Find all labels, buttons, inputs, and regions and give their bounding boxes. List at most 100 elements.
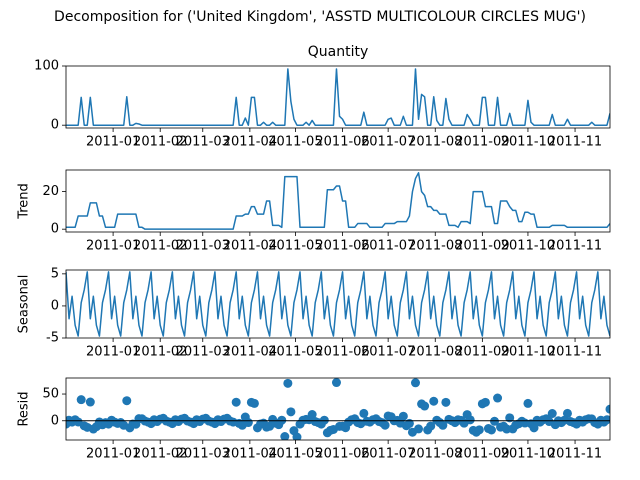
x-tick-label: 2011-08 xyxy=(408,135,462,150)
y-tick-label: 0 xyxy=(51,298,59,313)
resid-point xyxy=(438,420,448,430)
x-tick-label: 2011-05 xyxy=(268,135,322,150)
resid-point xyxy=(529,423,539,433)
plot-area xyxy=(66,271,610,337)
x-tick-label: 2011-06 xyxy=(315,447,369,462)
x-tick-label: 2011-02 xyxy=(133,239,187,254)
resid-point xyxy=(420,401,430,411)
x-tick-label: 2011-01 xyxy=(86,135,140,150)
x-tick-label: 2011-10 xyxy=(501,239,555,254)
axes-frame xyxy=(65,65,611,129)
resid-point xyxy=(480,397,490,407)
x-tick-label: 2011-09 xyxy=(455,447,509,462)
x-tick-label: 2011-09 xyxy=(455,239,509,254)
x-tick-label: 2011-08 xyxy=(408,239,462,254)
resid-point xyxy=(85,397,95,407)
resid-point xyxy=(441,397,451,407)
resid-point xyxy=(426,421,436,431)
y-tick-label: -5 xyxy=(46,331,59,346)
x-tick-label: 2011-11 xyxy=(548,135,602,150)
x-tick-label: 2011-05 xyxy=(268,345,322,360)
resid-point xyxy=(359,408,369,418)
x-tick-label: 2011-03 xyxy=(176,447,230,462)
x-tick-label: 2011-01 xyxy=(86,239,140,254)
resid-point xyxy=(292,432,302,440)
x-tick-label: 2011-02 xyxy=(133,345,187,360)
panel-title: Quantity xyxy=(308,44,369,60)
resid-point xyxy=(122,396,132,406)
x-tick-label: 2011-04 xyxy=(223,447,277,462)
x-tick-label: 2011-04 xyxy=(223,135,277,150)
resid-point xyxy=(547,409,557,419)
resid-point xyxy=(465,415,475,425)
resid-point xyxy=(286,407,296,417)
x-tick-label: 2011-06 xyxy=(315,135,369,150)
x-tick-label: 2011-02 xyxy=(133,447,187,462)
x-tick-label: 2011-11 xyxy=(548,447,602,462)
resid-point xyxy=(280,432,290,440)
y-tick-label: 5 xyxy=(51,266,59,281)
x-tick-label: 2011-11 xyxy=(548,239,602,254)
x-tick-label: 2011-03 xyxy=(176,135,230,150)
plot-area xyxy=(66,378,610,440)
x-tick-label: 2011-07 xyxy=(361,135,415,150)
resid-point xyxy=(505,413,515,423)
resid-point xyxy=(493,393,503,403)
x-tick-label: 2011-06 xyxy=(315,239,369,254)
x-tick-label: 2011-09 xyxy=(455,135,509,150)
x-tick-label: 2011-01 xyxy=(86,345,140,360)
x-tick-label: 2011-08 xyxy=(408,345,462,360)
resid-point xyxy=(380,420,390,430)
y-axis-label: Trend xyxy=(17,183,32,220)
x-tick-label: 2011-03 xyxy=(176,345,230,360)
x-tick-label: 2011-09 xyxy=(455,345,509,360)
x-tick-label: 2011-02 xyxy=(133,135,187,150)
x-tick-label: 2011-07 xyxy=(361,345,415,360)
axes-frame xyxy=(65,269,611,339)
x-tick-label: 2011-10 xyxy=(501,447,555,462)
axes-frame xyxy=(65,377,611,441)
x-tick-label: 2011-04 xyxy=(223,239,277,254)
resid-point xyxy=(277,415,287,425)
resid-point xyxy=(307,410,317,420)
axes-frame xyxy=(65,169,611,233)
x-tick-label: 2011-07 xyxy=(361,239,415,254)
resid-point xyxy=(76,395,86,405)
series-line xyxy=(66,271,610,337)
resid-point xyxy=(474,425,484,435)
resid-point xyxy=(231,397,241,407)
resid-point xyxy=(602,415,610,425)
x-tick-label: 2011-05 xyxy=(268,447,322,462)
y-axis-label: Seasonal xyxy=(17,275,32,334)
resid-point xyxy=(283,378,293,388)
plot-area xyxy=(66,68,610,126)
y-tick-label: 0 xyxy=(51,118,59,133)
resid-point xyxy=(410,378,420,388)
resid-point xyxy=(562,408,572,418)
y-axis-label: Resid xyxy=(17,391,32,426)
series-line xyxy=(66,172,610,230)
resid-point xyxy=(486,425,496,435)
y-tick-label: 0 xyxy=(51,222,59,237)
resid-point xyxy=(398,411,408,421)
x-tick-label: 2011-05 xyxy=(268,239,322,254)
x-tick-label: 2011-10 xyxy=(501,345,555,360)
x-tick-label: 2011-08 xyxy=(408,447,462,462)
resid-point xyxy=(414,424,424,434)
x-tick-label: 2011-01 xyxy=(86,447,140,462)
resid-point xyxy=(249,398,259,408)
series-line xyxy=(66,68,610,126)
resid-point xyxy=(319,415,329,425)
figure-title: Decomposition for ('United Kingdom', 'AS… xyxy=(54,9,586,25)
resid-point xyxy=(490,416,500,426)
y-tick-label: 20 xyxy=(42,184,59,199)
resid-point xyxy=(605,404,610,414)
resid-point xyxy=(429,396,439,406)
y-tick-label: 50 xyxy=(42,387,59,402)
x-tick-label: 2011-06 xyxy=(315,345,369,360)
x-tick-label: 2011-03 xyxy=(176,239,230,254)
x-tick-label: 2011-04 xyxy=(223,345,277,360)
resid-point xyxy=(243,418,253,428)
y-tick-label: 100 xyxy=(34,59,59,74)
